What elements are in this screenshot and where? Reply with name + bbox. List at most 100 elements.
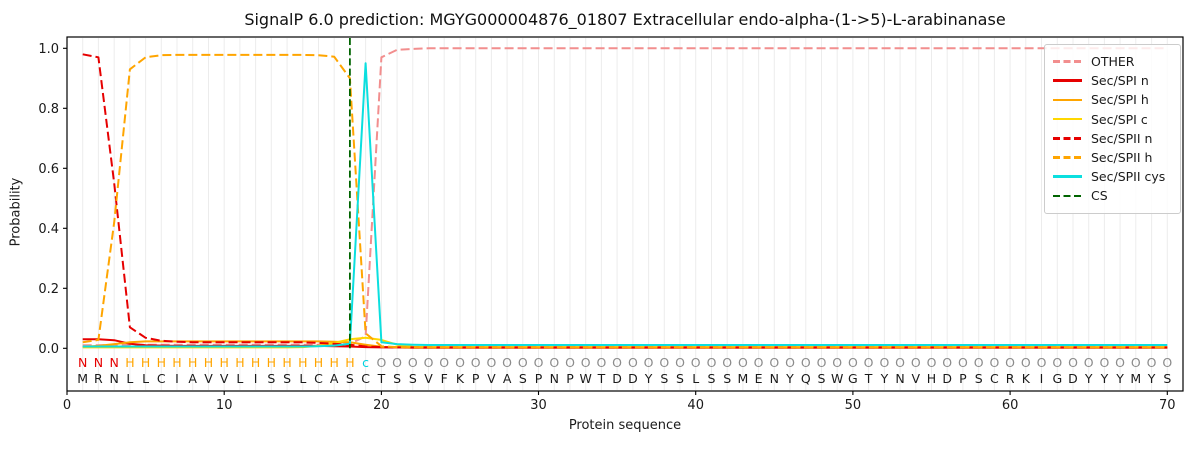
annotation-letter: O (738, 355, 748, 370)
residue-letter: F (441, 371, 448, 386)
annotation-letter: O (1084, 355, 1094, 370)
x-tick-label: 40 (687, 398, 704, 413)
residue-letter: Y (1084, 371, 1093, 386)
residue-letter: E (755, 371, 763, 386)
annotation-letter: O (769, 355, 779, 370)
residue-letter: Y (1100, 371, 1109, 386)
residue-letter: D (1068, 371, 1078, 386)
annotation-letter: H (298, 355, 307, 370)
residue-letter: S (267, 371, 275, 386)
residue-letter: L (299, 371, 306, 386)
annotation-letter: O (1131, 355, 1141, 370)
annotation-letter: H (314, 355, 323, 370)
residue-letter: K (456, 371, 465, 386)
legend-line-sample (1053, 156, 1082, 159)
residue-letter: M (738, 371, 749, 386)
series-line-sec-spii-h (82, 53, 1168, 349)
annotation-letter: O (1005, 355, 1015, 370)
residue-letter: V (487, 371, 496, 386)
residue-letter: Y (644, 371, 653, 386)
residue-letter: Y (1147, 371, 1156, 386)
annotation-letter: O (879, 355, 889, 370)
chart-title: SignalP 6.0 prediction: MGYG000004876_01… (244, 10, 1006, 29)
residue-letter: C (990, 371, 999, 386)
residue-letter: S (818, 371, 826, 386)
annotation-letter: O (628, 355, 638, 370)
residue-letter: N (110, 371, 119, 386)
annotation-letter: O (518, 355, 528, 370)
annotation-letter: O (549, 355, 559, 370)
residue-letter: C (361, 371, 370, 386)
annotation-letter: O (864, 355, 874, 370)
residue-letter: S (676, 371, 684, 386)
x-tick-label: 30 (530, 398, 547, 413)
y-tick-label: 0.0 (38, 342, 59, 357)
annotation-letter: H (188, 355, 197, 370)
plot-border (66, 36, 1184, 392)
annotation-letter: O (691, 355, 701, 370)
annotation-letter: O (801, 355, 811, 370)
legend-label: OTHER (1091, 54, 1135, 70)
x-tick-label: 50 (845, 398, 862, 413)
annotation-letter: O (565, 355, 575, 370)
annotation-letter: H (282, 355, 291, 370)
residue-letter: V (220, 371, 229, 386)
residue-letter: D (942, 371, 952, 386)
legend-label: CS (1091, 188, 1108, 204)
residue-letter: L (236, 371, 243, 386)
legend-line-sample (1053, 175, 1082, 179)
annotation-letter: O (455, 355, 465, 370)
annotation-letter: H (219, 355, 228, 370)
annotation-letter: O (644, 355, 654, 370)
legend-label: Sec/SPII h (1091, 150, 1153, 166)
residue-letter: S (346, 371, 354, 386)
annotation-letter: O (376, 355, 386, 370)
annotation-letter: O (439, 355, 449, 370)
legend-line-sample (1053, 79, 1082, 83)
annotation-letter: O (659, 355, 669, 370)
residue-letter: L (142, 371, 149, 386)
residue-letter: T (597, 371, 606, 386)
residue-letter: D (612, 371, 622, 386)
annotation-letter: O (927, 355, 937, 370)
legend-label: Sec/SPI c (1091, 111, 1148, 127)
y-tick-label: 0.8 (38, 102, 59, 117)
annotation-letter: N (78, 355, 87, 370)
residue-letter: Y (785, 371, 794, 386)
annotation-letter: H (157, 355, 166, 370)
residue-letter: I (254, 371, 258, 386)
x-axis-label: Protein sequence (568, 418, 682, 433)
residue-letter: A (188, 371, 197, 386)
residue-letter: A (503, 371, 512, 386)
legend-line-sample (1053, 194, 1082, 198)
residue-letter: V (204, 371, 213, 386)
annotation-letter: O (581, 355, 591, 370)
residue-letter: K (1022, 371, 1031, 386)
legend-label: Sec/SPII n (1091, 130, 1153, 146)
residue-letter: T (377, 371, 386, 386)
annotation-letter: O (895, 355, 905, 370)
series-line-sec-spii-n (82, 53, 1168, 349)
residue-letter: A (330, 371, 339, 386)
legend-label: Sec/SPII cys (1091, 169, 1166, 185)
annotation-letter: N (110, 355, 119, 370)
legend-line-sample (1053, 60, 1082, 63)
annotation-letter: O (1147, 355, 1157, 370)
residue-letter: D (628, 371, 638, 386)
annotation-letter: H (141, 355, 150, 370)
annotation-letter: O (408, 355, 418, 370)
residue-letter: V (912, 371, 921, 386)
legend-line-sample (1053, 137, 1082, 140)
x-tick-label: 0 (63, 398, 71, 413)
residue-letter: H (927, 371, 936, 386)
residue-letter: Q (801, 371, 811, 386)
annotation-letter: N (94, 355, 103, 370)
annotation-letter: O (785, 355, 795, 370)
x-tick-label: 60 (1002, 398, 1019, 413)
annotation-letter: H (235, 355, 244, 370)
residue-letter: C (157, 371, 166, 386)
annotation-letter: O (817, 355, 827, 370)
legend-item-other: OTHER (1053, 52, 1174, 71)
